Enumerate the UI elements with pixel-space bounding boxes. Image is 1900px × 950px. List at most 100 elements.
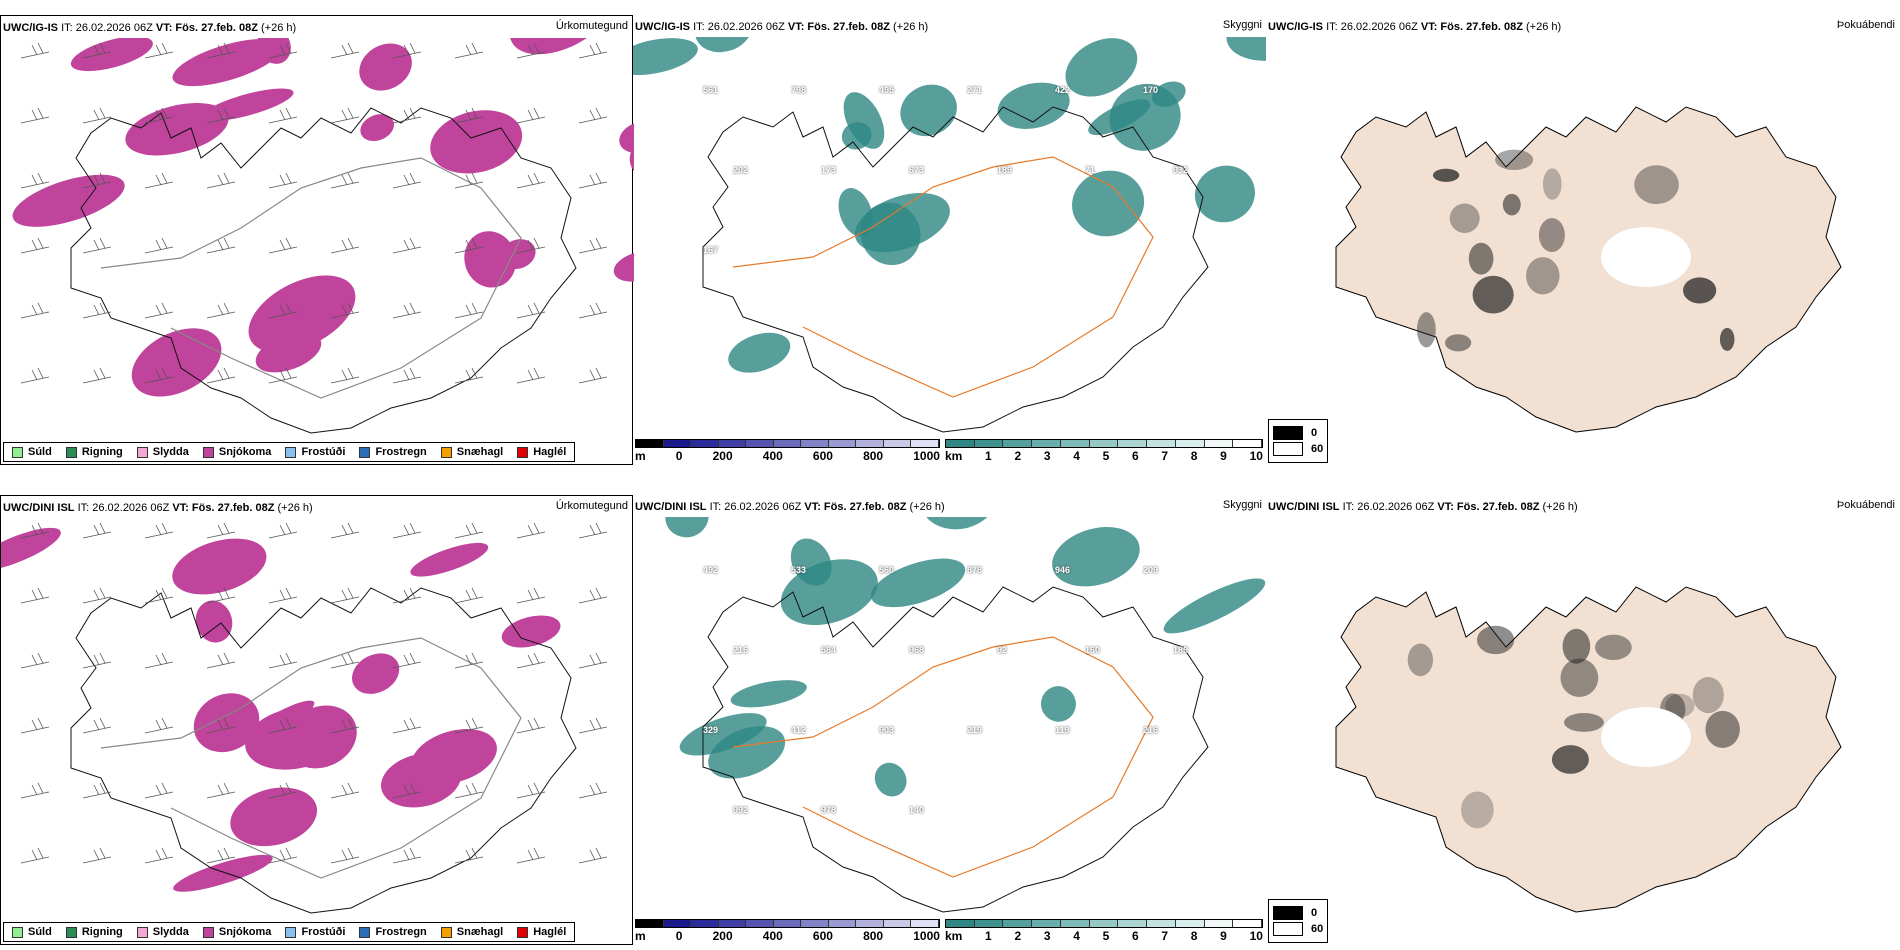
wind-barb-icon — [578, 367, 608, 384]
legend-swatch — [517, 446, 529, 458]
wind-barb-icon — [20, 172, 50, 189]
valid-time: VT: Fös. 27.feb. 08Z — [1420, 21, 1523, 33]
legend-label: 0 — [1311, 427, 1318, 439]
wind-barb-icon — [454, 302, 484, 319]
unit-label: km — [945, 449, 963, 463]
wind-barb-icon — [330, 717, 360, 734]
wind-barb-icon — [82, 302, 112, 319]
wind-barb-icon — [454, 587, 484, 604]
visibility-value: 189 — [997, 165, 1013, 175]
wind-barb-icon — [454, 367, 484, 384]
wind-barb-icon — [330, 107, 360, 124]
color-cell — [828, 440, 857, 447]
tick-label: 400 — [762, 929, 783, 943]
wind-barb-icon — [20, 367, 50, 384]
fog-patch — [1495, 149, 1534, 171]
fog-patch — [1542, 168, 1562, 200]
wind-barb-icon — [578, 42, 608, 59]
color-cell — [718, 440, 747, 447]
wind-barb-icon — [516, 587, 546, 604]
panel-title: Skyggni — [1222, 19, 1262, 31]
fog-patch — [1560, 658, 1599, 697]
color-cell — [883, 440, 912, 447]
wind-barb-icon — [20, 847, 50, 864]
color-cell — [1175, 920, 1205, 927]
glacier — [1601, 707, 1691, 767]
visibility-value: 160 — [1085, 645, 1101, 655]
color-cell — [1060, 920, 1090, 927]
panel-header: UWC/IG-IS IT: 26.02.2026 06Z VT: Fös. 27… — [3, 22, 296, 34]
lead-time: (+26 h) — [1542, 501, 1578, 513]
tick-label: 800 — [863, 449, 884, 463]
cloudbase-colorbar: m 0 200 400 600 800 1000 — [635, 439, 940, 463]
legend-item: Súld — [12, 446, 52, 458]
unit-label: m — [635, 929, 646, 943]
snow-area — [430, 110, 523, 174]
snow-area — [381, 753, 462, 808]
low-visibility-area — [1088, 99, 1151, 136]
color-cell — [1204, 440, 1234, 447]
wind-barb-icon — [206, 107, 236, 124]
legend-item: 60 — [1273, 442, 1323, 456]
wind-barb-icon — [516, 522, 546, 539]
fog-patch — [1705, 710, 1740, 748]
legend-swatch — [65, 926, 77, 938]
tick-label: 0 — [675, 449, 683, 463]
low-visibility-area — [920, 517, 999, 530]
coastline — [70, 107, 577, 434]
visibility-panel-1: UWC/DINI ISL IT: 26.02.2026 06Z VT: Fös.… — [633, 495, 1266, 945]
visibility-value: 92 — [997, 645, 1008, 655]
visibility-value: 412 — [791, 725, 807, 735]
visibility-value: 492 — [703, 565, 719, 575]
tick-label: 4 — [1073, 929, 1080, 943]
legend-item: Frostregn — [359, 446, 427, 458]
low-visibility-area — [874, 762, 907, 797]
visibility-value: 119 — [1055, 725, 1070, 735]
lead-time: (+26 h) — [893, 21, 929, 33]
legend-swatch — [136, 926, 148, 938]
tick-label: 600 — [812, 929, 833, 943]
fog-patch — [1502, 193, 1521, 216]
visibility-colorbar: km 1 2 3 4 5 6 7 8 9 10 — [945, 439, 1263, 463]
low-visibility-area — [708, 726, 786, 779]
color-cell — [1204, 920, 1234, 927]
color-cell — [974, 920, 1004, 927]
visibility-value: 216 — [733, 645, 749, 655]
valid-time: VT: Fös. 27.feb. 08Z — [1437, 501, 1540, 513]
iceland-map — [1335, 586, 1842, 913]
wind-barb-icon — [144, 782, 174, 799]
tick-label: 1000 — [913, 449, 940, 463]
wind-barb-icon — [454, 172, 484, 189]
wind-barb-icon — [330, 652, 360, 669]
color-cell — [1003, 440, 1033, 447]
fog-patch — [1692, 677, 1724, 714]
tick-label: 200 — [712, 929, 733, 943]
visibility-value: 219 — [967, 725, 983, 735]
fog-patch — [1563, 713, 1604, 732]
legend-label: Haglél — [533, 926, 567, 938]
iceland-map — [1335, 106, 1842, 433]
wind-barb-icon — [392, 237, 422, 254]
wind-barb-icon — [268, 652, 298, 669]
legend-swatch — [1273, 906, 1303, 920]
legend-item: Slydda — [136, 446, 189, 458]
wind-barb-icon — [206, 782, 236, 799]
panel-title: Úrkomutegund — [555, 500, 628, 512]
color-cell — [801, 440, 829, 447]
wind-barb-icon — [20, 717, 50, 734]
low-visibility-area — [730, 680, 807, 708]
wind-barb-icon — [578, 172, 608, 189]
fog-patch — [1562, 628, 1591, 664]
visibility-value: 202 — [733, 165, 749, 175]
wind-barb-icon — [516, 367, 546, 384]
model-name: UWC/IG-IS — [1268, 21, 1323, 33]
fog-index-legend: 0 60 — [1268, 419, 1329, 463]
visibility-value: 932 — [1173, 165, 1189, 175]
panel-header: UWC/DINI ISL IT: 26.02.2026 06Z VT: Fös.… — [635, 501, 945, 513]
snow-area — [360, 114, 394, 142]
wind-barb-icon — [206, 522, 236, 539]
visibility-value: 673 — [909, 165, 925, 175]
color-cell — [856, 920, 884, 927]
color-cell — [883, 920, 912, 927]
color-cell — [663, 920, 692, 927]
